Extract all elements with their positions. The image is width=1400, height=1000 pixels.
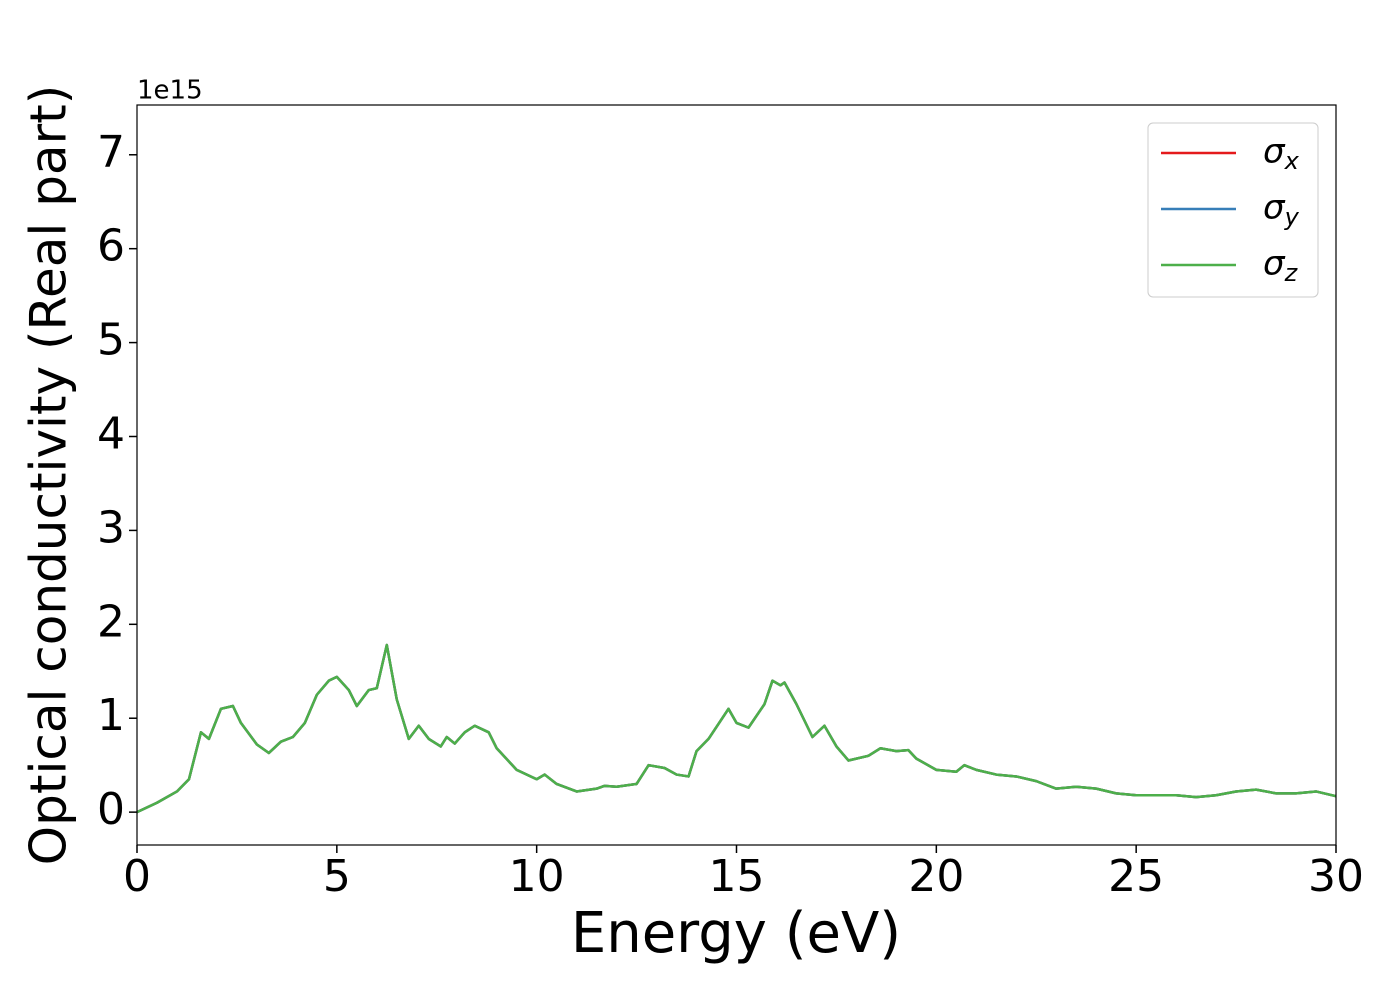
series-line [136,643,1337,814]
y-tick-label: 7 [97,127,125,178]
y-offset-label: 1e15 [137,76,203,106]
y-tick-label: 1 [97,690,125,741]
series-line [136,643,1337,814]
x-tick-label: 25 [1108,851,1164,902]
y-tick-label: 2 [97,596,125,647]
legend-label: σy [1263,188,1300,232]
y-tick-label: 5 [97,315,125,366]
y-tick-label: 4 [97,408,125,459]
y-axis-label: Optical conductivity (Real part) [20,85,78,866]
y-tick-label: 0 [97,784,125,835]
x-tick-label: 20 [908,851,964,902]
y-tick-label: 6 [97,221,125,272]
plot-frame [136,104,1337,846]
x-axis-label: Energy (eV) [571,901,901,966]
x-tick-label: 30 [1308,851,1364,902]
y-tick-label: 3 [97,502,125,553]
x-tick-label: 0 [123,851,151,902]
x-tick-label: 5 [323,851,351,902]
x-tick-label: 10 [509,851,565,902]
series-line [136,643,1337,814]
legend-label: σx [1263,132,1300,176]
x-tick-label: 15 [709,851,765,902]
